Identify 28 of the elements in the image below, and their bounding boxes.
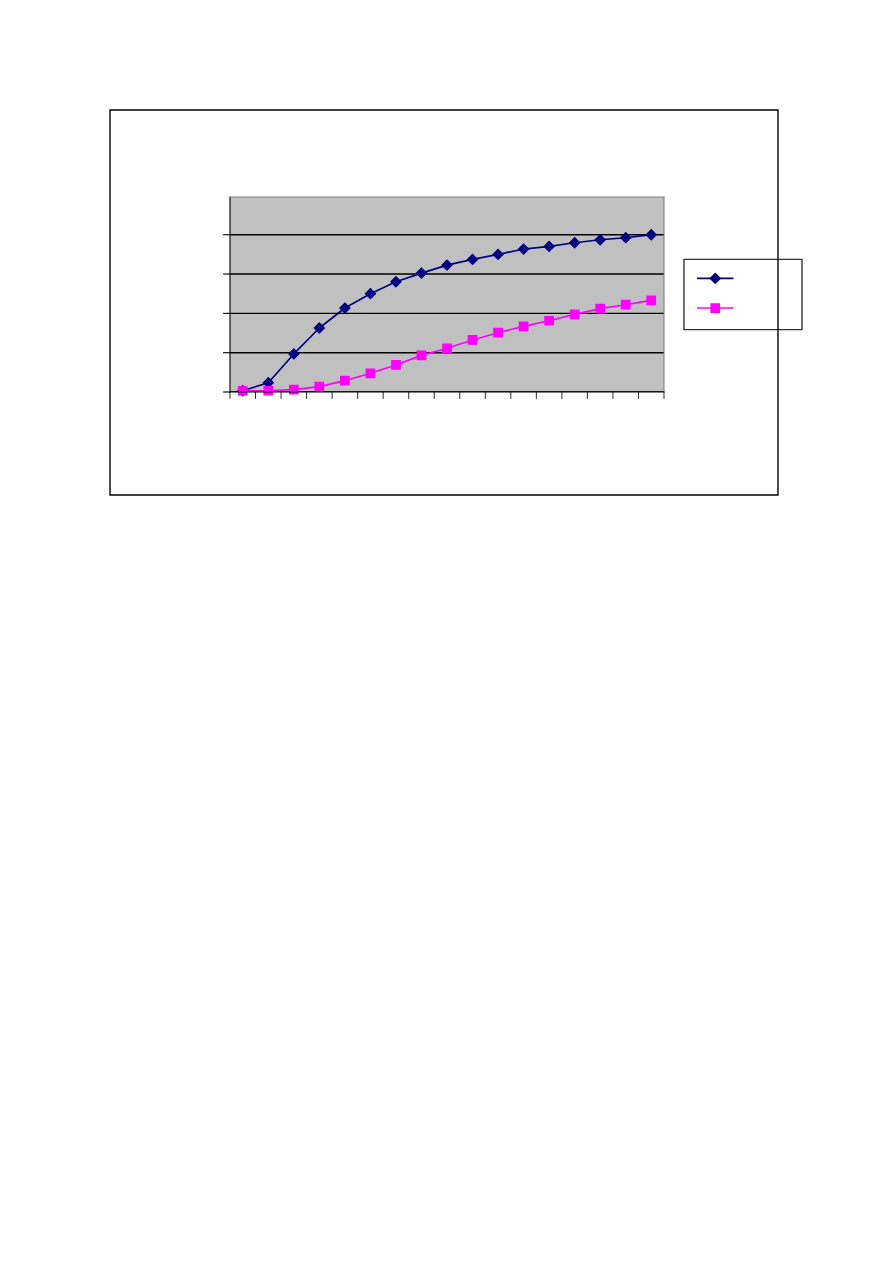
point: [517, 243, 530, 255]
point: [569, 309, 580, 320]
point: [620, 232, 632, 244]
point: [390, 276, 402, 288]
point: [492, 248, 504, 261]
point: [340, 375, 350, 386]
point: [594, 234, 606, 246]
point: [645, 229, 657, 241]
point: [313, 322, 325, 334]
point: [288, 348, 300, 360]
point: [466, 253, 479, 266]
point: [467, 335, 478, 345]
point: [569, 237, 581, 249]
point: [646, 295, 657, 306]
point: [442, 343, 452, 354]
point: [493, 327, 503, 338]
point: [595, 303, 606, 314]
point: [543, 240, 555, 252]
point: [391, 360, 401, 370]
point: [365, 368, 376, 379]
point: [364, 288, 377, 300]
point: [544, 315, 554, 326]
point: [314, 381, 325, 392]
point: [416, 350, 427, 361]
point: [620, 299, 631, 310]
point: [441, 259, 453, 271]
point: [415, 267, 428, 279]
point: [339, 302, 351, 314]
